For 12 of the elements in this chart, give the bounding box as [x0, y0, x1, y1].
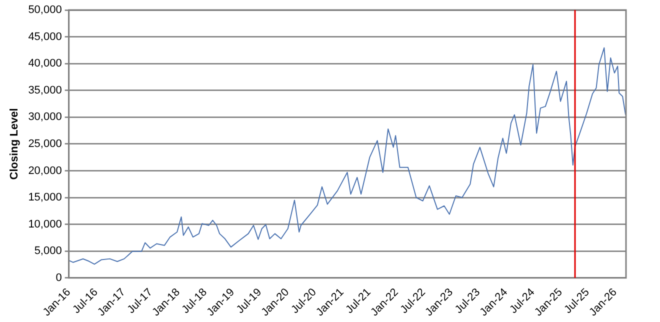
y-tick-label: 10,000 [28, 218, 62, 230]
y-tick-label: 15,000 [28, 192, 62, 204]
y-tick-label: 0 [56, 272, 62, 284]
y-tick-label: 30,000 [28, 111, 62, 124]
y-tick-label: 35,000 [28, 84, 62, 96]
y-axis-title: Closing Level [8, 108, 21, 180]
y-tick-label: 5,000 [34, 245, 62, 258]
y-tick-label: 40,000 [28, 58, 62, 70]
y-tick-label: 20,000 [28, 164, 62, 177]
y-tick-label: 25,000 [28, 138, 62, 150]
y-tick-label: 45,000 [28, 30, 62, 43]
y-tick-label: 50,000 [28, 4, 62, 16]
